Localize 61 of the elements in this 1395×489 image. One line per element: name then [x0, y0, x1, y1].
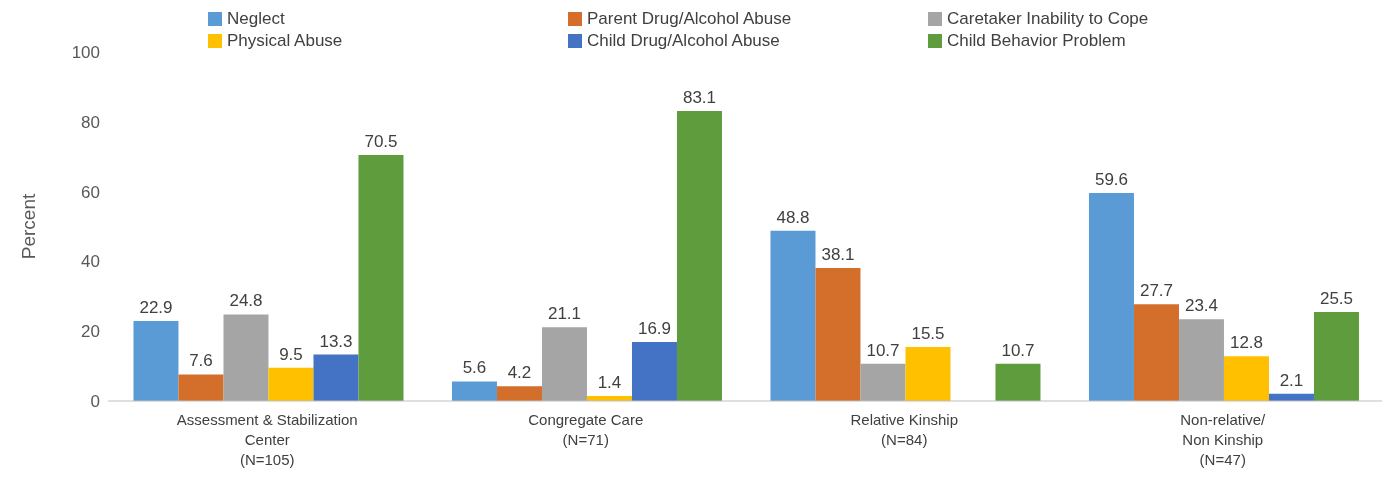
x-tick-label: Non-relative/ Non Kinship (N=47) — [1180, 411, 1267, 468]
legend-label: Child Behavior Problem — [947, 31, 1126, 51]
data-label: 59.6 — [1094, 170, 1129, 189]
data-label: 4.2 — [507, 363, 532, 383]
data-label: 70.5 — [364, 131, 398, 151]
data-label: 27.7 — [1139, 281, 1174, 301]
bar — [995, 363, 1041, 401]
y-tick-label: 0 — [90, 392, 100, 412]
y-tick-label: 100 — [71, 43, 100, 63]
data-label: 38.1 — [821, 245, 855, 265]
bar — [313, 354, 359, 401]
data-label: 9.5 — [279, 344, 303, 364]
y-tick-label: 60 — [81, 182, 100, 202]
legend-label: Parent Drug/Alcohol Abuse — [587, 9, 792, 29]
bar — [178, 374, 224, 401]
bar — [496, 386, 542, 401]
bar — [451, 381, 497, 401]
bar — [1133, 304, 1179, 401]
x-tick-label: Congregate Care (N=71) — [528, 411, 644, 448]
data-label: 16.9 — [637, 319, 672, 339]
bar — [1223, 356, 1269, 401]
y-tick-label: 20 — [81, 322, 100, 342]
bar — [133, 321, 179, 401]
data-label: 13.3 — [319, 331, 353, 351]
data-label: 5.6 — [462, 358, 487, 378]
bar — [541, 327, 587, 401]
data-label: 23.4 — [1184, 296, 1219, 316]
y-axis-title: Percent — [17, 193, 39, 260]
data-label: 15.5 — [911, 323, 945, 343]
bar — [1178, 319, 1224, 401]
legend-label: Neglect — [227, 9, 285, 29]
bar — [268, 367, 314, 401]
bar — [1088, 193, 1134, 401]
legend-label: Physical Abuse — [227, 31, 343, 51]
bar — [1313, 312, 1359, 401]
bar — [815, 268, 861, 401]
bar — [631, 342, 677, 401]
data-label: 10.7 — [1001, 340, 1035, 360]
data-label: 25.5 — [1319, 289, 1354, 309]
data-label: 10.7 — [866, 340, 900, 360]
bar — [358, 154, 404, 401]
y-tick-label: 40 — [81, 252, 100, 272]
data-label: 12.8 — [1229, 333, 1264, 353]
bar — [860, 363, 906, 401]
data-label: 83.1 — [682, 87, 717, 107]
legend-label: Caretaker Inability to Cope — [947, 9, 1149, 29]
data-label: 22.9 — [139, 298, 173, 318]
data-label: 24.8 — [229, 291, 263, 311]
bar — [223, 314, 269, 401]
data-label: 1.4 — [597, 373, 622, 393]
data-label: 21.1 — [547, 304, 582, 324]
x-tick-label: Relative Kinship (N=84) — [850, 411, 959, 448]
bar — [676, 110, 722, 401]
y-tick-label: 80 — [81, 112, 100, 132]
bar — [905, 346, 951, 401]
legend-label: Child Drug/Alcohol Abuse — [587, 31, 780, 51]
x-tick-label: Assessment & Stabilization Center (N=105) — [176, 411, 358, 468]
bar — [770, 230, 816, 401]
data-label: 2.1 — [1279, 370, 1304, 390]
data-label: 48.8 — [776, 207, 810, 227]
data-label: 7.6 — [189, 351, 213, 371]
